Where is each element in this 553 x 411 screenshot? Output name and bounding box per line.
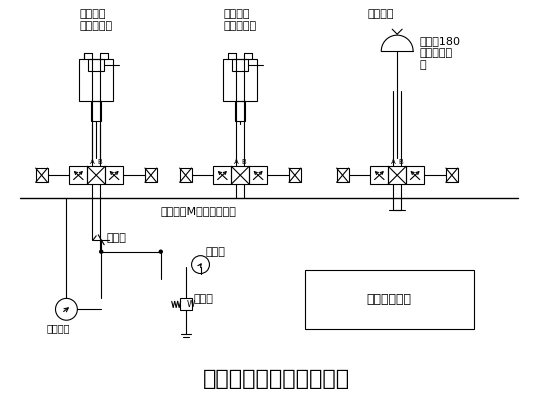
Text: 不小于180: 不小于180 (419, 36, 460, 46)
Bar (87, 166, 105, 184)
Bar (388, 166, 406, 184)
Bar (70, 166, 87, 184)
Bar (213, 166, 231, 184)
Text: 溢流阀: 溢流阀 (194, 294, 213, 305)
Bar (231, 166, 249, 184)
Text: 度旋转液压: 度旋转液压 (419, 48, 452, 58)
Text: 缸: 缸 (419, 60, 426, 70)
Bar (406, 166, 424, 184)
Text: A: A (90, 159, 95, 165)
Text: 节流阀: 节流阀 (106, 233, 126, 243)
Text: 三位四通M型电磁换向阀: 三位四通M型电磁换向阀 (161, 206, 237, 216)
Circle shape (100, 250, 103, 253)
Bar (180, 298, 191, 310)
Bar (305, 270, 474, 329)
Text: 起升采用电机: 起升采用电机 (367, 293, 412, 306)
Text: 变幅油缸: 变幅油缸 (223, 9, 250, 19)
Text: B: B (242, 159, 247, 165)
Bar (223, 59, 257, 101)
Text: 齿轮油泵: 齿轮油泵 (46, 323, 70, 333)
Bar (79, 59, 113, 101)
Text: 压力表: 压力表 (206, 247, 226, 257)
Text: B: B (98, 159, 102, 165)
Bar (249, 166, 267, 184)
Circle shape (159, 250, 162, 253)
Text: B: B (399, 159, 404, 165)
Bar (235, 101, 245, 120)
Text: W: W (186, 300, 195, 309)
Text: 回转油缸: 回转油缸 (367, 9, 394, 19)
Bar (91, 101, 101, 120)
Bar (105, 166, 123, 184)
Text: A: A (234, 159, 239, 165)
Bar (88, 59, 104, 71)
Text: 双作用油缸: 双作用油缸 (79, 21, 112, 31)
Text: 伸缩油缸: 伸缩油缸 (79, 9, 106, 19)
Text: 双作用油缸: 双作用油缸 (223, 21, 257, 31)
Bar (371, 166, 388, 184)
Text: A: A (391, 159, 395, 165)
Text: 起重机液压系统回路方案: 起重机液压系统回路方案 (202, 369, 349, 389)
Bar (232, 59, 248, 71)
